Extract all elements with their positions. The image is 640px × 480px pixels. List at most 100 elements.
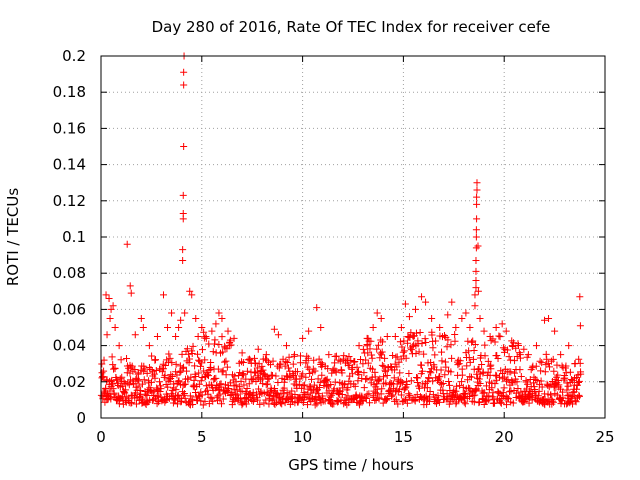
data-point (201, 356, 209, 364)
data-point (562, 362, 570, 370)
data-point (448, 298, 456, 306)
data-point (451, 331, 459, 339)
data-point (222, 357, 230, 365)
data-point (271, 400, 279, 408)
data-point (412, 350, 420, 358)
data-point (472, 276, 480, 284)
data-point (150, 370, 158, 378)
data-point (363, 375, 371, 383)
data-point (230, 334, 238, 342)
data-point (330, 400, 338, 408)
data-point (474, 287, 482, 295)
data-point (332, 352, 340, 360)
data-point (131, 331, 139, 339)
data-point (351, 382, 359, 390)
data-point (411, 305, 419, 313)
data-point (189, 401, 197, 409)
data-point (458, 314, 466, 322)
data-point (215, 341, 223, 349)
data-point (466, 358, 474, 366)
data-point (268, 371, 276, 379)
data-point (523, 380, 531, 388)
data-point (437, 380, 445, 388)
data-point (143, 392, 151, 400)
data-point (323, 375, 331, 383)
data-point (108, 353, 116, 361)
data-point (264, 375, 272, 383)
data-point (469, 392, 477, 400)
data-point (313, 304, 321, 312)
data-point (462, 309, 470, 317)
data-point (493, 372, 501, 380)
data-point (480, 389, 488, 397)
data-point (371, 396, 379, 404)
data-point (416, 328, 424, 336)
data-point (458, 371, 466, 379)
data-point (400, 337, 408, 345)
data-point (200, 328, 208, 336)
data-point (396, 385, 404, 393)
data-point (140, 376, 148, 384)
data-point (474, 242, 482, 250)
data-point (216, 390, 224, 398)
data-point (458, 378, 466, 386)
data-point (421, 335, 429, 343)
data-point (180, 390, 188, 398)
data-point (137, 386, 145, 394)
data-point (484, 357, 492, 365)
data-point (418, 293, 426, 301)
data-point (575, 392, 583, 400)
data-point (402, 354, 410, 362)
data-point (152, 367, 160, 375)
data-point (557, 351, 565, 359)
data-point (441, 371, 449, 379)
data-point (138, 380, 146, 388)
data-point (431, 351, 439, 359)
data-point (217, 380, 225, 388)
x-axis-title: GPS time / hours (288, 456, 414, 474)
data-point (375, 376, 383, 384)
data-point (253, 364, 261, 372)
data-point (175, 324, 183, 331)
data-point (235, 383, 243, 391)
data-point (444, 311, 452, 319)
data-point (554, 371, 562, 379)
data-point (541, 368, 549, 376)
data-point (555, 381, 563, 389)
data-point (475, 365, 483, 373)
data-point (219, 367, 227, 375)
data-point (100, 356, 108, 364)
data-point (576, 293, 584, 301)
data-point (368, 354, 376, 362)
data-point (403, 381, 411, 389)
data-point (181, 309, 189, 317)
data-point (520, 345, 528, 353)
data-point (266, 388, 274, 396)
data-point (331, 378, 339, 386)
data-point (245, 380, 253, 388)
data-point (476, 380, 484, 387)
data-point (500, 384, 508, 392)
data-point (283, 358, 291, 366)
data-point (456, 382, 464, 390)
data-point (341, 380, 349, 388)
x-tick-label: 5 (197, 428, 207, 446)
data-point (472, 267, 480, 275)
data-point (506, 388, 514, 396)
data-point (378, 361, 386, 369)
data-point (427, 369, 435, 377)
data-point (262, 396, 270, 404)
data-point (380, 373, 388, 381)
data-point (172, 368, 180, 376)
data-point (232, 381, 240, 389)
data-point (284, 364, 292, 372)
data-point (369, 324, 377, 331)
data-point (487, 337, 495, 345)
data-point (299, 382, 307, 390)
data-point (491, 380, 499, 388)
x-tick-label: 25 (595, 428, 614, 446)
data-point (517, 372, 525, 380)
data-point (340, 352, 348, 360)
data-point (451, 337, 459, 345)
data-point (537, 377, 545, 385)
